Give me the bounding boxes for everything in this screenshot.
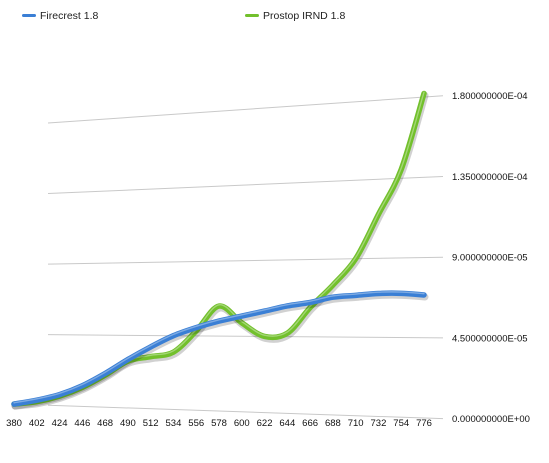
series-shadow-prostop — [11, 91, 429, 410]
chart-lines — [11, 90, 429, 410]
y-tick-label-3: 1.350000000E-04 — [452, 172, 528, 183]
gridline-0 — [47, 404, 444, 420]
legend-label-firecrest: Firecrest 1.8 — [40, 10, 99, 22]
x-tick-label-7: 534 — [166, 418, 182, 429]
legend-label-prostop: Prostop IRND 1.8 — [263, 10, 346, 22]
x-tick-label-11: 622 — [257, 418, 273, 429]
x-tick-label-17: 754 — [393, 418, 409, 429]
legend-item-prostop: Prostop IRND 1.8 — [245, 10, 345, 22]
series-highlight-firecrest — [13, 291, 425, 404]
x-tick-label-13: 666 — [302, 418, 318, 429]
x-tick-label-4: 468 — [97, 418, 113, 429]
y-tick-label-0: 0.000000000E+00 — [452, 414, 530, 425]
x-tick-label-18: 776 — [416, 418, 432, 429]
x-tick-label-10: 600 — [234, 418, 250, 429]
series-line-prostop — [11, 90, 427, 407]
gridline-1 — [47, 334, 444, 339]
x-axis-labels: 380 402 424 446 468 490 512 534 556 578 600 622 644 6… — [6, 418, 432, 429]
chart-grid — [47, 95, 444, 420]
x-tick-label-3: 446 — [74, 418, 90, 429]
x-tick-label-14: 688 — [325, 418, 341, 429]
y-axis-labels: 0.000000000E+00 4.500000000E-05 9.00000000… — [452, 91, 530, 425]
x-tick-label-5: 490 — [120, 418, 136, 429]
x-tick-label-6: 512 — [143, 418, 159, 429]
y-tick-label-1: 4.500000000E-05 — [452, 333, 528, 344]
x-tick-label-0: 380 — [6, 418, 22, 429]
x-tick-label-16: 732 — [371, 418, 387, 429]
x-tick-label-1: 402 — [29, 418, 45, 429]
x-tick-label-15: 710 — [348, 418, 364, 429]
gridline-2 — [47, 256, 444, 265]
y-tick-label-2: 9.000000000E-05 — [452, 253, 528, 264]
x-tick-label-12: 644 — [279, 418, 295, 429]
gridline-4 — [47, 95, 444, 124]
legend-item-firecrest: Firecrest 1.8 — [22, 10, 98, 22]
chart-legend: Firecrest 1.8 Prostop IRND 1.8 — [0, 0, 549, 30]
series-line-firecrest — [11, 290, 427, 407]
legend-swatch-prostop — [245, 13, 259, 17]
y-tick-label-4: 1.800000000E-04 — [452, 91, 528, 102]
x-tick-label-8: 556 — [188, 418, 204, 429]
x-tick-label-2: 424 — [52, 418, 68, 429]
legend-swatch-firecrest — [22, 13, 36, 17]
gridline-3 — [47, 175, 444, 195]
x-tick-label-9: 578 — [211, 418, 227, 429]
